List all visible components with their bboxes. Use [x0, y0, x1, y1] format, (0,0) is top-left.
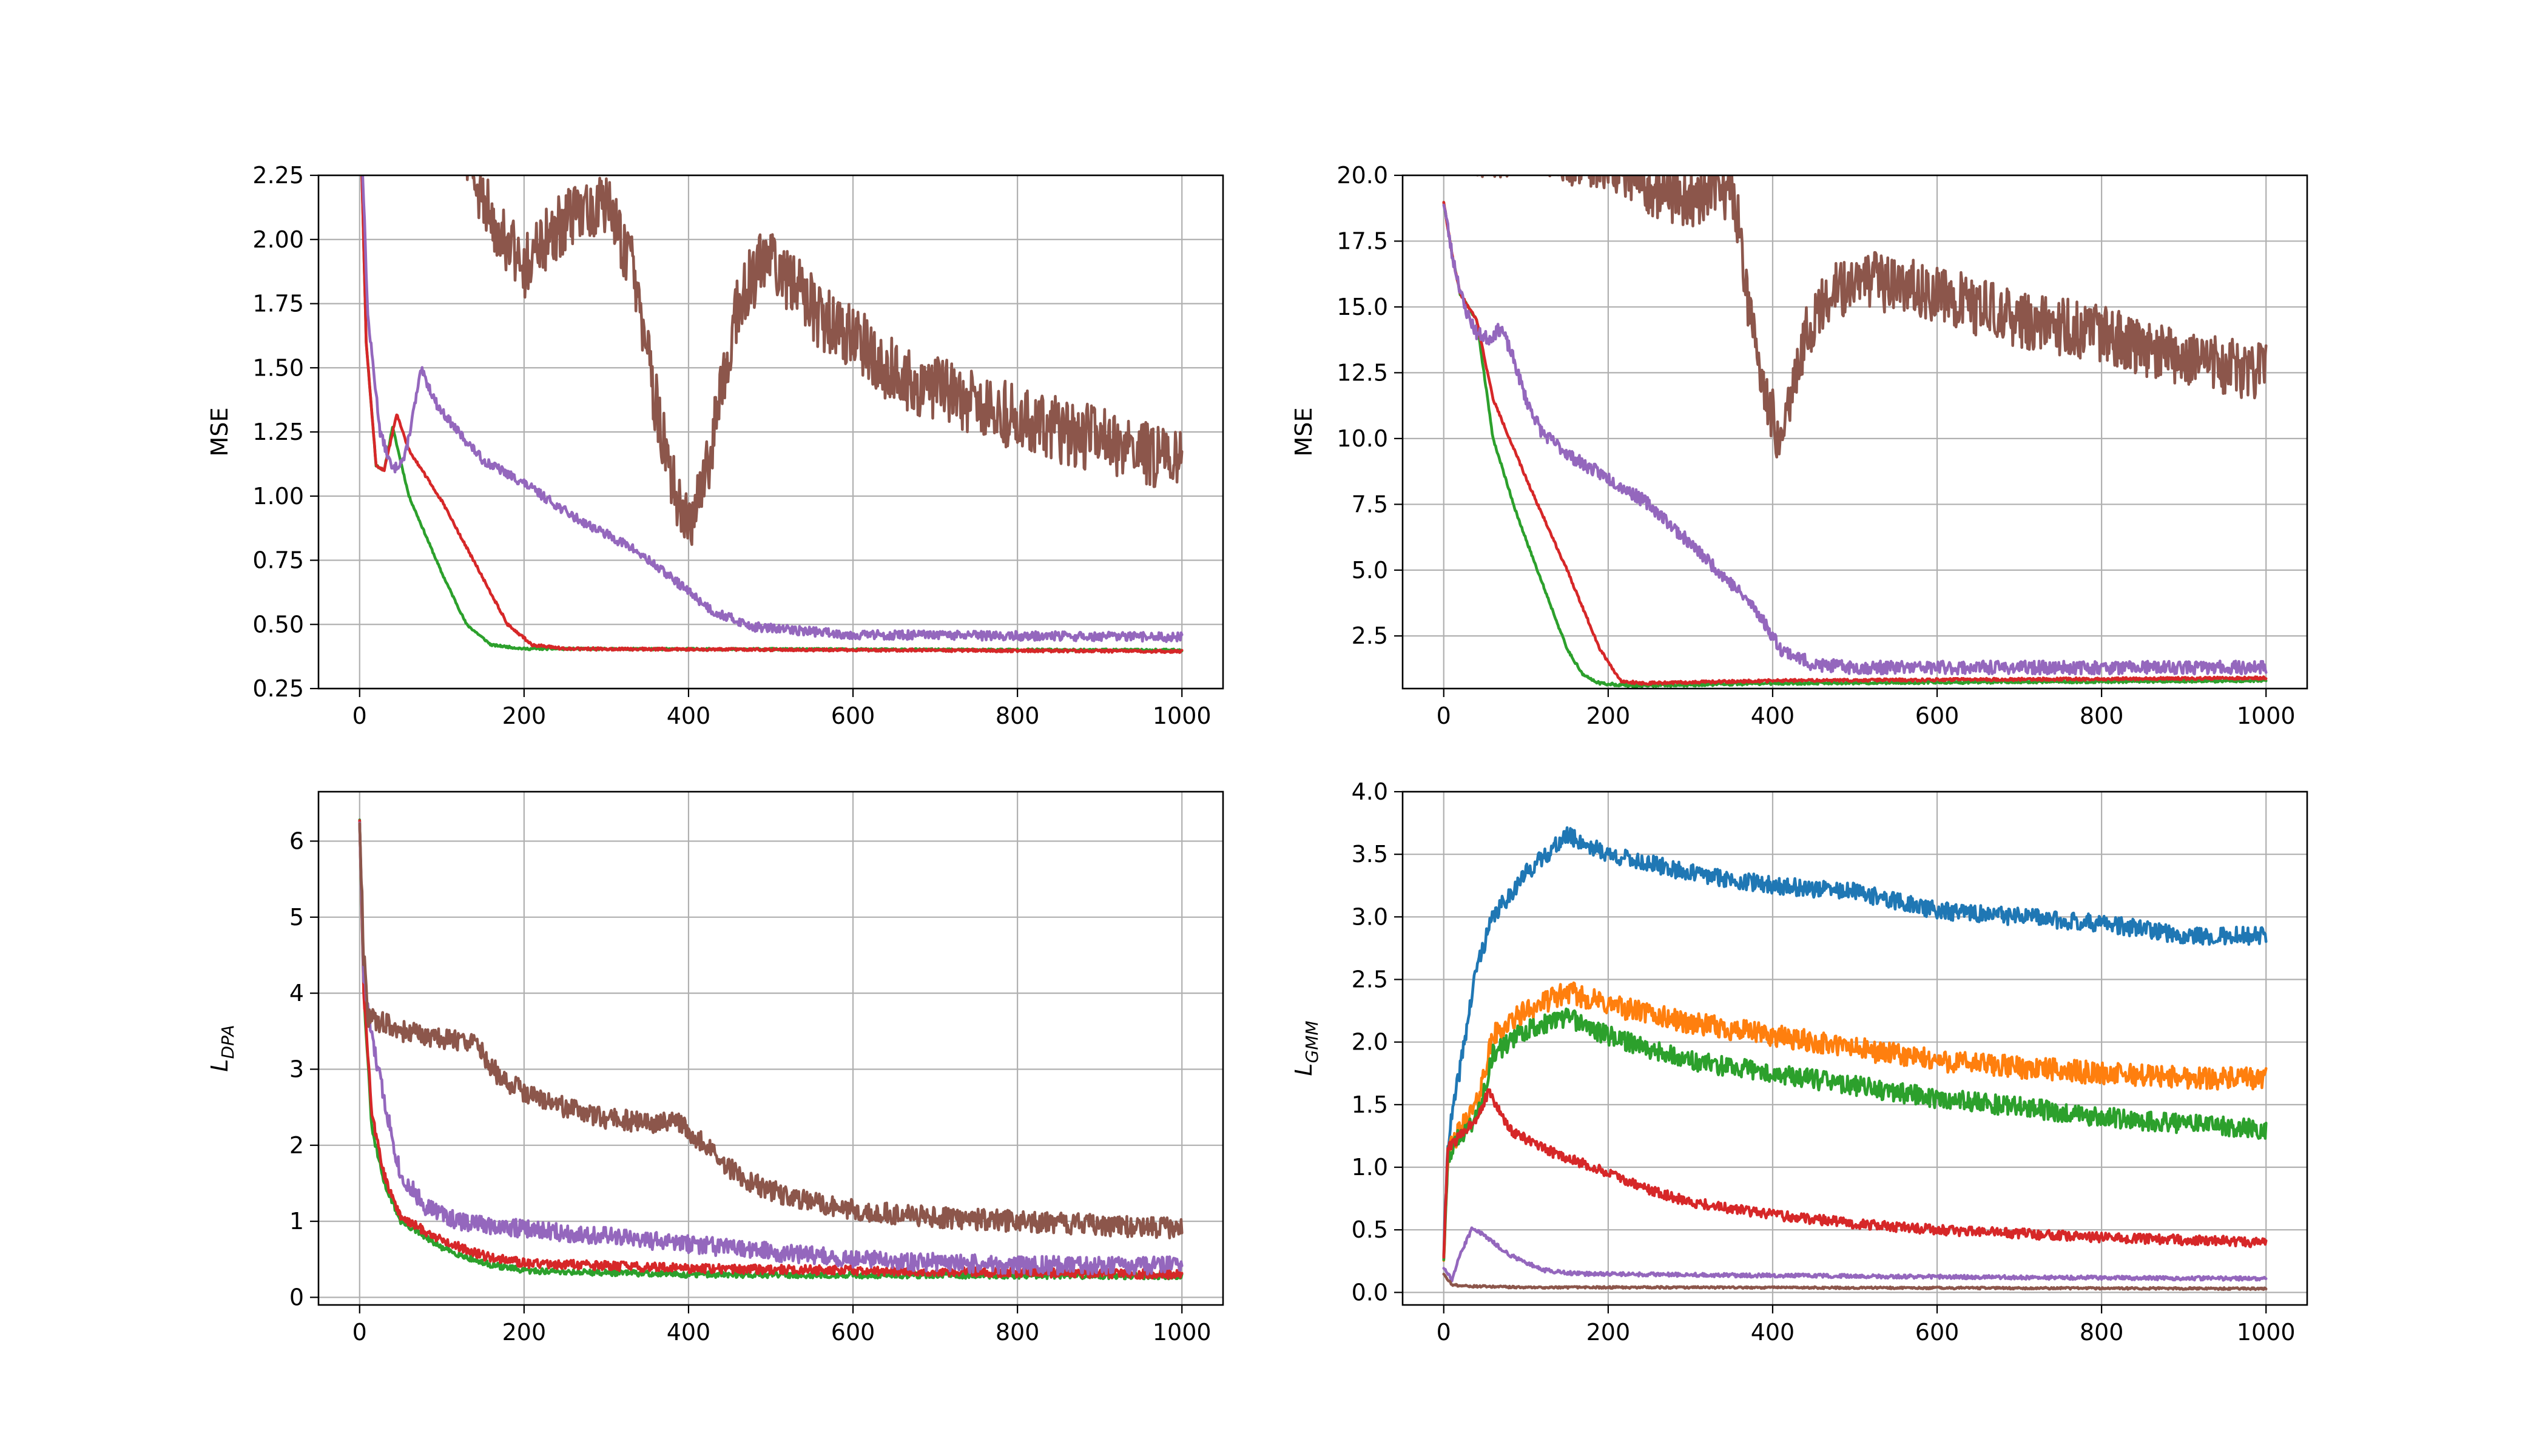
x-tick-label: 400: [1751, 703, 1795, 729]
series-line-purple: [1442, 1226, 2268, 1282]
y-tick-label: 1: [289, 1208, 304, 1235]
y-axis-label: LGMM: [1290, 1020, 1322, 1076]
x-tick-label: 400: [667, 703, 711, 729]
axes-frame: [1401, 790, 2308, 1306]
y-tick-label: 1.75: [252, 291, 304, 317]
x-tick-label: 400: [1751, 1319, 1795, 1346]
y-axis-label: LDPA: [206, 1025, 238, 1071]
y-tick-label: 0.75: [252, 547, 304, 574]
series-line-green: [1442, 201, 2268, 689]
x-tick-label: 200: [502, 703, 547, 729]
x-tick-label: 0: [352, 1319, 367, 1346]
y-tick-label: 0.5: [1352, 1216, 1388, 1243]
x-tick-label: 800: [2080, 1319, 2124, 1346]
y-tick-label: 2: [289, 1132, 304, 1159]
y-tick-label: 20.0: [1336, 162, 1388, 189]
y-tick-label: 4.0: [1352, 778, 1388, 805]
y-tick-label: 6: [289, 827, 304, 854]
y-tick-label: 0.0: [1352, 1279, 1388, 1306]
y-tick-label: 0.25: [252, 675, 304, 702]
series-line-red: [1442, 1088, 2268, 1259]
series-line-brown: [465, 175, 1184, 546]
x-tick-label: 600: [831, 703, 875, 729]
subplot-3: 0 200 400 600 800 1000 0 1 2 3 4 5 6 LDPA: [206, 790, 1224, 1346]
y-axis-label: MSE: [206, 408, 233, 457]
y-tick-label: 2.5: [1352, 622, 1388, 649]
y-tick-label: 2.5: [1352, 966, 1388, 993]
y-tick-label: 0: [289, 1284, 304, 1310]
y-axis-label: MSE: [1290, 408, 1317, 457]
y-tick-label: 4: [289, 980, 304, 1006]
x-tick-label: 200: [502, 1319, 547, 1346]
y-tick-label: 2.25: [252, 162, 304, 189]
x-tick-label: 1000: [2237, 703, 2296, 729]
subplot-2: 0 200 400 600 800 1000 2.5 5.0 7.5 10.0 12.5 15.0 17…: [1290, 162, 2308, 729]
y-tick-label: 15.0: [1336, 294, 1388, 320]
x-tick-label: 800: [2080, 703, 2124, 729]
series-line-orange: [1442, 981, 2268, 1262]
x-tick-label: 0: [1437, 1319, 1451, 1346]
x-tick-label: 800: [996, 703, 1040, 729]
axes-frame: [1401, 174, 2308, 690]
x-tick-label: 1000: [1153, 1319, 1212, 1346]
x-tick-label: 0: [352, 703, 367, 729]
y-tick-label: 2.0: [1352, 1029, 1388, 1056]
x-tick-label: 200: [1586, 703, 1631, 729]
series-line-purple: [361, 175, 1184, 643]
x-tick-label: 1000: [2237, 1319, 2296, 1346]
y-tick-label: 7.5: [1352, 491, 1388, 517]
y-tick-label: 1.0: [1352, 1154, 1388, 1181]
y-tick-label: 1.5: [1352, 1091, 1388, 1118]
x-tick-label: 0: [1437, 703, 1451, 729]
y-tick-label: 1.25: [252, 419, 304, 445]
series-line-purple: [358, 821, 1184, 1276]
series-line-red: [358, 819, 1184, 1280]
y-tick-label: 3: [289, 1056, 304, 1082]
y-tick-label: 12.5: [1336, 359, 1388, 386]
y-tick-label: 1.00: [252, 483, 304, 510]
series-line-brown: [1469, 175, 2268, 459]
y-tick-label: 5: [289, 904, 304, 931]
subplot-1: 0 200 400 600 800 1000 0.25 0.50 0.75 1.00 1.25 1.5…: [206, 162, 1224, 729]
x-tick-label: 600: [831, 1319, 875, 1346]
x-tick-label: 400: [667, 1319, 711, 1346]
x-tick-label: 800: [996, 1319, 1040, 1346]
series-line-brown: [1442, 1272, 2268, 1291]
series-line-green: [1442, 1007, 2268, 1261]
series-line-red: [360, 175, 1184, 654]
y-tick-label: 10.0: [1336, 425, 1388, 452]
series-line-purple: [1442, 203, 2268, 676]
series-line-blue: [1442, 826, 2268, 1261]
x-tick-label: 600: [1915, 1319, 1960, 1346]
y-tick-label: 0.50: [252, 611, 304, 638]
series-line-brown: [358, 822, 1184, 1239]
y-tick-label: 17.5: [1336, 228, 1388, 254]
axes-frame: [317, 790, 1224, 1306]
x-tick-label: 200: [1586, 1319, 1631, 1346]
y-tick-label: 3.5: [1352, 841, 1388, 868]
x-tick-label: 600: [1915, 703, 1960, 729]
y-tick-label: 3.0: [1352, 903, 1388, 930]
subplot-4: 0 200 400 600 800 1000 0.0 0.5 1.0 1.5 2.0 2.5 3.0 3.…: [1290, 778, 2308, 1346]
y-tick-label: 5.0: [1352, 557, 1388, 584]
y-tick-label: 1.50: [252, 354, 304, 381]
x-tick-label: 1000: [1153, 703, 1212, 729]
y-tick-label: 2.00: [252, 226, 304, 253]
series-line-red: [1442, 201, 2268, 686]
